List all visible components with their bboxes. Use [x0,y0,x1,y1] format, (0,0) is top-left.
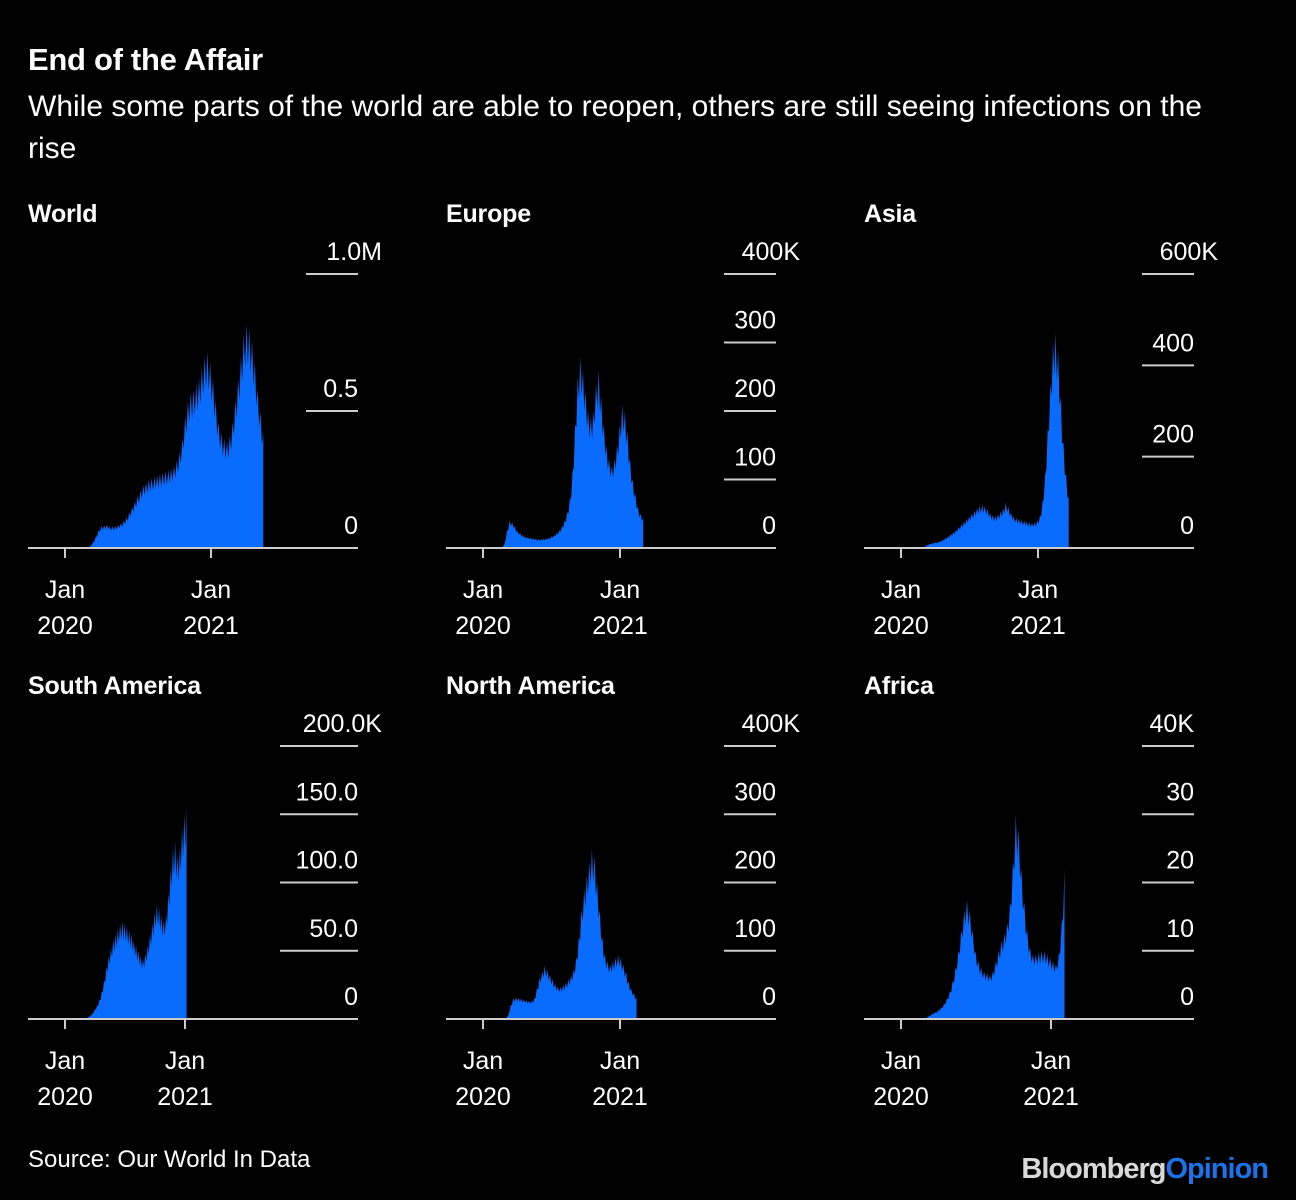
y-tick-label: 0 [1180,983,1194,1011]
y-tick-label: 40K [1150,710,1195,738]
y-tick-label: 100.0 [295,847,358,875]
x-tick-label: 2021 [592,612,648,640]
y-tick-label: 10 [1166,915,1194,943]
y-tick-label: 100 [734,444,776,472]
x-tick-label: Jan [463,1047,503,1075]
area-world [73,323,264,548]
panel-title-europe: Europe [446,200,531,228]
y-tick-label: 0 [344,983,358,1011]
x-tick-label: Jan [881,576,921,604]
x-tick-label: Jan [45,1047,85,1075]
y-tick-label: 300 [734,307,776,335]
y-tick-label: 400K [742,238,801,266]
x-tick-label: 2020 [455,612,511,640]
chart-subtitle: While some parts of the world are able t… [28,90,1202,165]
y-tick-label: 150.0 [295,778,358,806]
x-tick-label: 2020 [873,612,929,640]
x-tick-label: 2020 [37,1083,93,1111]
area-north-america [505,848,637,1019]
source-note: Source: Our World In Data [28,1146,311,1173]
area-asia [908,333,1069,548]
x-tick-label: Jan [45,576,85,604]
y-tick-label: 20 [1166,847,1194,875]
x-tick-label: Jan [1018,576,1058,604]
area-europe [501,356,644,548]
x-tick-label: 2021 [157,1083,213,1111]
y-tick-label: 300 [734,778,776,806]
y-tick-label: 200 [734,847,776,875]
brand-bloomberg: Bloomberg [1021,1153,1166,1185]
x-tick-label: 2021 [1010,612,1066,640]
chart-title: End of the Affair [28,42,263,77]
y-tick-label: 600K [1160,238,1219,266]
panel-title-world: World [28,200,98,228]
x-tick-label: 2020 [37,612,93,640]
y-tick-label: 0 [1180,512,1194,540]
x-tick-label: Jan [463,576,503,604]
y-tick-label: 1.0M [326,238,382,266]
x-tick-label: Jan [600,1047,640,1075]
panel-title-south-america: South America [28,672,201,700]
y-tick-label: 0.5 [323,375,358,403]
y-tick-label: 400K [742,710,801,738]
y-tick-label: 30 [1166,778,1194,806]
x-tick-label: 2020 [455,1083,511,1111]
panel-title-north-america: North America [446,672,615,700]
x-tick-label: Jan [1031,1047,1071,1075]
y-tick-label: 200 [1152,421,1194,449]
panel-europe: 0 100 200 300 400K Jan 2020 Jan 2021 [446,238,800,640]
y-tick-label: 0 [762,512,776,540]
y-tick-label: 50.0 [309,915,358,943]
panel-north-america: 0 100 200 300 400K Jan 2020 Jan 2021 [446,710,800,1111]
x-tick-label: 2020 [873,1083,929,1111]
x-tick-label: Jan [165,1047,205,1075]
panel-title-africa: Africa [864,672,934,700]
x-tick-label: 2021 [1023,1083,1079,1111]
x-tick-label: 2021 [183,612,239,640]
y-tick-label: 200 [734,375,776,403]
x-tick-label: Jan [191,576,231,604]
panel-asia: 0 200 400 600K Jan 2020 Jan 2021 [864,238,1218,640]
panel-world: 0 0.5 1.0M Jan 2020 Jan 2021 [28,238,382,640]
area-south-america [83,807,187,1019]
brand-opinion: Opinion [1165,1153,1269,1185]
y-tick-label: 0 [344,512,358,540]
area-africa [924,814,1065,1019]
panel-africa: 0 10 20 30 40K Jan 2020 Jan 2021 [864,710,1194,1111]
panel-south-america: 0 50.0 100.0 150.0 200.0K Jan 2020 Jan 2021 [28,710,382,1111]
y-tick-label: 100 [734,915,776,943]
y-tick-label: 0 [762,983,776,1011]
x-tick-label: Jan [600,576,640,604]
x-tick-label: 2021 [592,1083,648,1111]
x-tick-label: Jan [881,1047,921,1075]
y-tick-label: 400 [1152,329,1194,357]
panel-title-asia: Asia [864,200,917,228]
y-tick-label: 200.0K [303,710,383,738]
bloomberg-opinion-logo: BloombergOpinion [1021,1153,1269,1186]
